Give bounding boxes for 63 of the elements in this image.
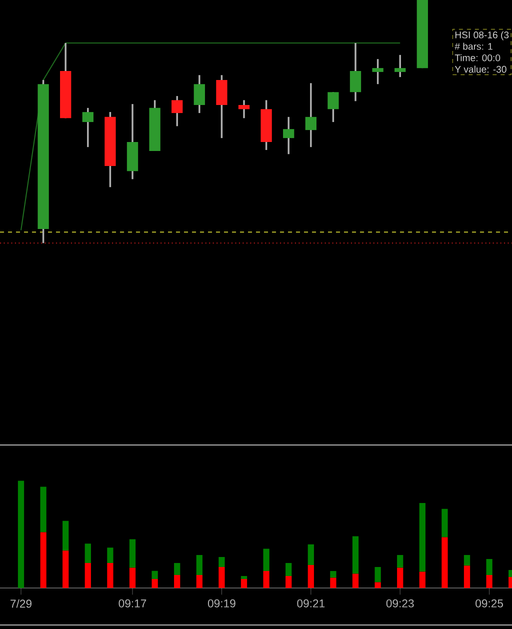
annotation: Y value: -30 [454,66,506,73]
candlestick [394,54,406,78]
bar [330,578,336,588]
candlestick [350,42,362,102]
bar [196,575,202,588]
x-tick-label: 09:25 [476,599,504,608]
bar [218,566,225,588]
bar [442,537,448,588]
bar [352,574,359,588]
bar [486,575,492,588]
bar [397,555,404,568]
bar [419,503,426,572]
bar [62,550,69,588]
annotation: HSI 08-16 (3 [455,31,509,40]
bar [486,559,492,576]
x-tick-label: 09:23 [386,599,414,608]
bar [84,544,91,563]
bar [107,548,114,563]
bar [152,578,158,588]
bar [464,566,470,588]
x-tick-label: 09:19 [208,599,236,608]
bar [464,554,470,566]
candlestick [238,99,250,120]
bar [374,566,381,582]
bar [286,562,292,576]
bar [18,480,24,588]
bar [263,548,270,572]
bar [330,571,336,578]
annotation: Time: 00:0 [454,54,500,62]
bar [62,520,69,551]
bar [40,532,46,588]
bar [84,562,91,588]
annotation: # bars: 1 [454,42,492,50]
bar [129,568,136,588]
bar [352,536,359,574]
bar [240,576,248,579]
bar [419,572,426,588]
candlestick [283,116,294,155]
candlestick [82,107,94,148]
bar [263,571,270,588]
x-tick-label: 09:17 [118,599,146,608]
bar [240,578,248,588]
bar [442,508,448,538]
candlestick [328,91,339,123]
candlestick [194,74,205,114]
bar [374,582,381,588]
bar [174,575,180,588]
bar [397,568,404,588]
bar [107,562,114,588]
x-tick-label: 7/29 [10,599,32,608]
x-tick-label: 09:21 [297,599,325,608]
candlestick [372,58,384,85]
bar [196,555,202,576]
candlestick [172,95,183,128]
bar [286,576,292,588]
bar [129,539,136,568]
bar [40,486,46,532]
bar [308,544,314,566]
candlestick [305,82,316,148]
bar [308,565,314,588]
bar [174,562,180,576]
bar [218,556,225,567]
bar [152,570,158,579]
